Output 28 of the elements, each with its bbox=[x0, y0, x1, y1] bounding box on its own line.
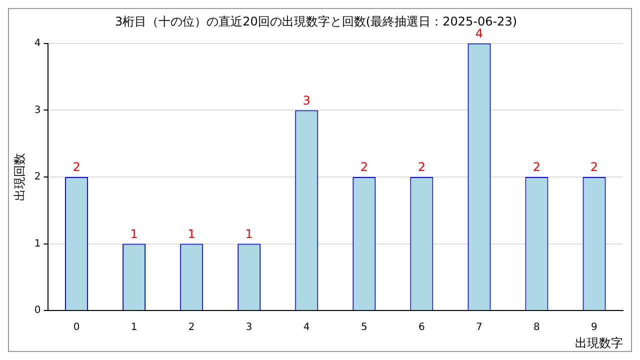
x-tick-label: 9 bbox=[591, 322, 598, 334]
y-tick-label: 0 bbox=[34, 305, 41, 316]
x-tick-label: 3 bbox=[246, 322, 252, 334]
x-tick-label: 0 bbox=[73, 322, 80, 334]
x-tick-label: 8 bbox=[534, 322, 540, 334]
data-label: 3 bbox=[302, 93, 310, 108]
x-tick-label: 6 bbox=[418, 322, 425, 334]
data-label: 2 bbox=[360, 160, 368, 174]
x-tick-label: 1 bbox=[130, 322, 138, 334]
data-label: 1 bbox=[188, 226, 196, 241]
x-tick-label: 4 bbox=[303, 322, 310, 334]
y-tick-label: 4 bbox=[34, 38, 41, 49]
data-label: 2 bbox=[418, 160, 426, 174]
y-tick-label: 3 bbox=[34, 104, 41, 116]
data-label: 1 bbox=[130, 226, 138, 241]
x-tick-label: 7 bbox=[476, 322, 482, 334]
x-tick-label: 2 bbox=[188, 322, 195, 334]
y-tick-label: 2 bbox=[34, 172, 41, 183]
data-label: 2 bbox=[72, 160, 80, 174]
y-axis-title: 出現回数 bbox=[12, 153, 26, 201]
chart-title: 3桁目（十の位）の直近20回の出現数字と回数(最終抽選日：2025-06-23) bbox=[114, 14, 518, 28]
x-tick-label: 5 bbox=[360, 322, 368, 334]
data-label: 4 bbox=[475, 26, 484, 41]
x-axis-title: 出現数字 bbox=[575, 336, 623, 350]
y-tick-label: 1 bbox=[34, 238, 41, 250]
data-label: 2 bbox=[590, 160, 598, 174]
data-label: 2 bbox=[532, 160, 541, 174]
data-label: 1 bbox=[245, 226, 253, 241]
